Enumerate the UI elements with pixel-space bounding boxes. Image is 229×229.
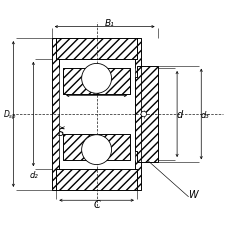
Polygon shape xyxy=(134,39,141,190)
Circle shape xyxy=(140,112,146,117)
Polygon shape xyxy=(63,69,129,95)
Text: B₁: B₁ xyxy=(104,19,114,28)
Text: d₂: d₂ xyxy=(30,171,38,180)
Text: D$_{sp}$: D$_{sp}$ xyxy=(3,108,17,121)
Text: C: C xyxy=(93,199,100,210)
Text: d: d xyxy=(176,109,182,120)
Polygon shape xyxy=(56,169,136,190)
Text: S: S xyxy=(57,127,64,137)
Text: B: B xyxy=(93,87,100,97)
Polygon shape xyxy=(134,66,157,163)
Text: d₃: d₃ xyxy=(199,110,208,119)
Polygon shape xyxy=(63,134,129,160)
Circle shape xyxy=(81,135,111,165)
Text: W: W xyxy=(188,190,197,200)
Polygon shape xyxy=(52,39,58,190)
Polygon shape xyxy=(56,39,136,60)
Circle shape xyxy=(81,64,111,94)
